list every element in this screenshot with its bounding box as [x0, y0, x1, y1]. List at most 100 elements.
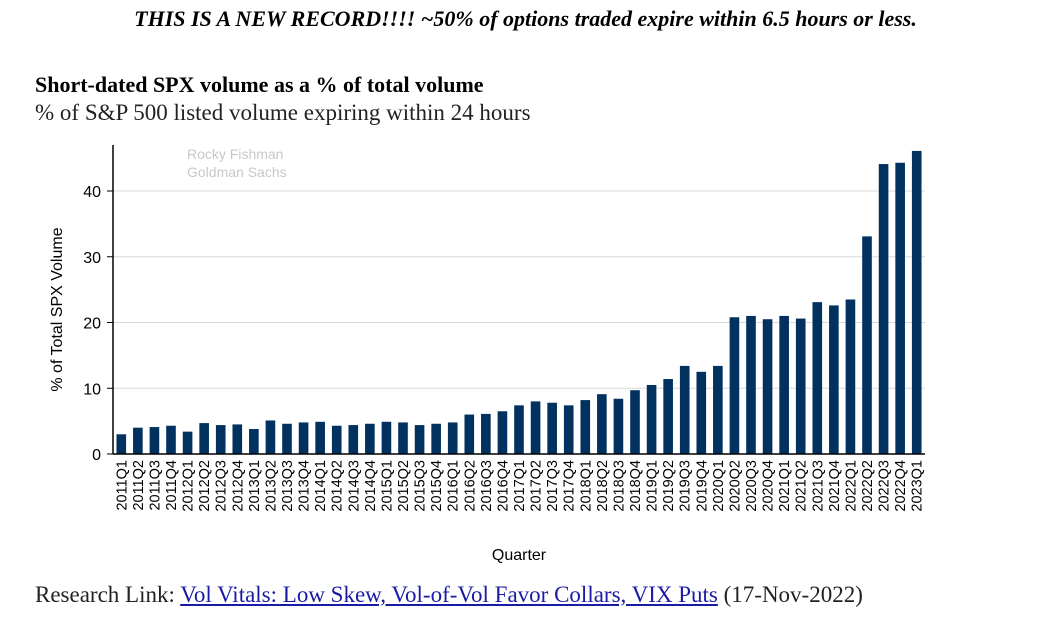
- x-tick-label: 2021Q2: [794, 460, 810, 512]
- x-tick-label: 2022Q4: [893, 460, 909, 512]
- x-tick-label: 2020Q1: [711, 460, 727, 512]
- bar-2019Q2: [663, 379, 673, 454]
- y-tick-label: 30: [83, 250, 101, 267]
- x-tick-label: 2020Q2: [727, 460, 743, 512]
- bar-2015Q2: [398, 422, 408, 454]
- bar-2020Q2: [729, 317, 740, 454]
- x-tick-label: 2013Q2: [263, 460, 279, 512]
- y-tick-label: 10: [83, 381, 101, 398]
- bar-2013Q1: [249, 429, 259, 454]
- x-tick-label: 2022Q1: [843, 460, 859, 512]
- x-tick-label: 2019Q1: [645, 460, 661, 512]
- bar-2013Q2: [265, 420, 276, 454]
- bar-2019Q1: [646, 384, 657, 454]
- x-tick-label: 2017Q3: [545, 460, 561, 512]
- x-tick-label: 2018Q3: [611, 460, 627, 512]
- bar-2021Q4: [829, 305, 839, 454]
- bar-2015Q1: [381, 421, 392, 454]
- bars: [116, 150, 922, 454]
- y-tick-label: 40: [83, 184, 101, 201]
- x-tick-label: 2014Q4: [363, 460, 379, 512]
- x-tick-label: 2023Q1: [910, 460, 926, 512]
- x-tick-label: 2012Q2: [197, 460, 213, 512]
- bar-2016Q4: [497, 411, 508, 454]
- bar-2022Q4: [895, 162, 905, 454]
- x-tick-label: 2014Q1: [313, 460, 329, 512]
- bar-2012Q2: [199, 423, 209, 454]
- bar-2011Q1: [116, 434, 127, 454]
- y-tick-label: 20: [83, 316, 101, 333]
- bar-2020Q4: [762, 319, 773, 454]
- x-tick-label: 2015Q2: [396, 460, 412, 512]
- x-tick-label: 2011Q4: [164, 460, 180, 511]
- bar-2018Q3: [613, 398, 624, 454]
- bar-2023Q1: [911, 150, 922, 454]
- x-tick-label: 2016Q4: [495, 460, 511, 512]
- watermark-line-2: Goldman Sachs: [187, 164, 287, 180]
- research-link-line: Research Link: Vol Vitals: Low Skew, Vol…: [35, 582, 863, 608]
- bar-2015Q3: [414, 425, 425, 454]
- bar-2014Q1: [315, 421, 325, 454]
- x-tick-label: 2011Q2: [131, 460, 147, 511]
- bar-2012Q3: [215, 425, 226, 454]
- bar-2020Q1: [713, 365, 723, 454]
- x-tick-label: 2022Q2: [860, 460, 876, 512]
- bar-2021Q1: [779, 315, 789, 454]
- bar-2022Q3: [878, 164, 889, 454]
- bar-2016Q3: [481, 413, 491, 454]
- x-tick-label: 2019Q2: [661, 460, 677, 512]
- bar-2011Q4: [166, 425, 176, 454]
- x-tick-label: 2014Q2: [330, 460, 346, 512]
- x-tick-label: 2021Q4: [827, 460, 843, 512]
- bar-2018Q1: [580, 400, 591, 454]
- x-tick-label: 2013Q4: [297, 460, 313, 512]
- x-tick-label: 2015Q4: [429, 460, 445, 512]
- headline: THIS IS A NEW RECORD!!!! ~50% of options…: [134, 6, 917, 31]
- x-tick-label: 2013Q1: [247, 460, 263, 512]
- research-link[interactable]: Vol Vitals: Low Skew, Vol-of-Vol Favor C…: [180, 582, 718, 607]
- x-tick-label: 2011Q1: [114, 460, 130, 511]
- y-tick-label: 0: [92, 447, 101, 464]
- x-tick-label: 2019Q3: [678, 460, 694, 512]
- x-tick-label: 2016Q1: [446, 460, 462, 512]
- bar-2014Q3: [348, 425, 359, 454]
- x-tick-label: 2020Q4: [761, 460, 777, 512]
- axes: [107, 145, 925, 455]
- bar-2015Q4: [431, 423, 441, 454]
- bar-2019Q3: [679, 365, 690, 454]
- bar-2022Q2: [862, 236, 872, 454]
- research-link-prefix: Research Link:: [35, 582, 181, 607]
- research-link-date: (17-Nov-2022): [717, 582, 863, 607]
- bar-2018Q4: [630, 390, 640, 454]
- x-tick-label: 2018Q4: [628, 460, 644, 512]
- x-tick-label: 2017Q1: [512, 460, 528, 512]
- bar-2022Q1: [845, 299, 856, 454]
- bar-2017Q3: [547, 402, 557, 454]
- bar-2012Q4: [232, 424, 243, 454]
- bar-2017Q4: [563, 405, 574, 454]
- bar-2011Q2: [133, 427, 143, 454]
- x-tick-label: 2013Q3: [280, 460, 296, 512]
- chart-subtitle: % of S&P 500 listed volume expiring with…: [35, 100, 531, 125]
- x-tick-label: 2014Q3: [346, 460, 362, 512]
- x-tick-label: 2019Q4: [694, 460, 710, 512]
- watermark-line-1: Rocky Fishman: [187, 146, 283, 162]
- bar-2011Q3: [149, 427, 160, 454]
- x-tick-label: 2022Q3: [877, 460, 893, 512]
- x-tick-label: 2018Q1: [578, 460, 594, 512]
- x-tick-label: 2021Q1: [777, 460, 793, 512]
- bar-2020Q3: [746, 315, 756, 454]
- gridlines: [113, 190, 925, 389]
- bar-2019Q4: [696, 371, 707, 454]
- x-tick-label: 2017Q4: [562, 460, 578, 512]
- x-tick-label: 2012Q1: [181, 460, 197, 512]
- x-tick-label: 2012Q3: [214, 460, 230, 512]
- bar-2014Q2: [331, 425, 342, 454]
- x-tick-label: 2020Q3: [744, 460, 760, 512]
- x-tick-label: 2017Q2: [529, 460, 545, 512]
- bar-2016Q2: [464, 414, 475, 454]
- bar-2013Q4: [298, 422, 309, 454]
- x-tick-label: 2011Q3: [147, 460, 163, 511]
